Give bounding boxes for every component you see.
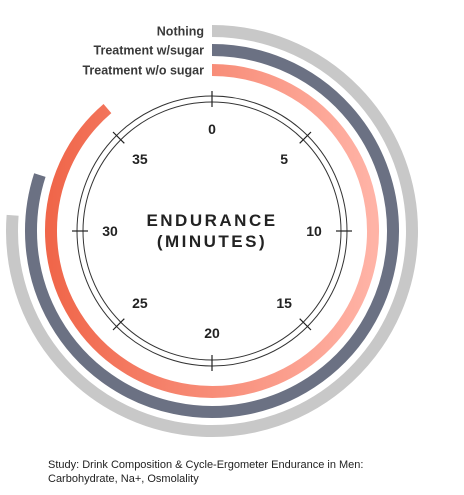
caption-line1: Study: Drink Composition & Cycle-Ergomet… — [48, 459, 364, 471]
caption-line2: Carbohydrate, Na+, Osmolality — [48, 473, 199, 485]
tick-label-25: 25 — [132, 295, 148, 311]
tick-label-35: 35 — [132, 151, 148, 167]
tick-label-15: 15 — [276, 295, 292, 311]
tick-mark-15 — [299, 318, 312, 331]
legend-treatment-w-o-sugar: Treatment w/o sugar — [82, 64, 204, 78]
center-label-line1: ENDURANCE — [146, 211, 277, 230]
tick-label-30: 30 — [102, 223, 118, 239]
bar-nothing — [6, 25, 418, 437]
tick-mark-25 — [112, 318, 125, 331]
tick-mark-35 — [112, 131, 125, 144]
tick-mark-5 — [299, 131, 312, 144]
study-caption: Study: Drink Composition & Cycle-Ergomet… — [48, 458, 448, 486]
tick-label-0: 0 — [208, 121, 216, 137]
tick-label-10: 10 — [306, 223, 322, 239]
legend-layer: Nothing Treatment w/sugar Treatment w/o su… — [82, 25, 204, 78]
bar-treatment-w-o-sugar — [45, 64, 379, 398]
bars-layer — [6, 25, 418, 437]
legend-nothing: Nothing — [157, 25, 204, 39]
tick-label-20: 20 — [204, 325, 220, 341]
tick-label-5: 5 — [280, 151, 288, 167]
center-label-line2: (MINUTES) — [157, 232, 267, 251]
legend-treatment-w-sugar: Treatment w/sugar — [94, 44, 205, 58]
ticks-layer: 0 5 10 15 20 25 30 35 — [72, 91, 352, 371]
bar-treatment-w-sugar — [25, 44, 399, 418]
